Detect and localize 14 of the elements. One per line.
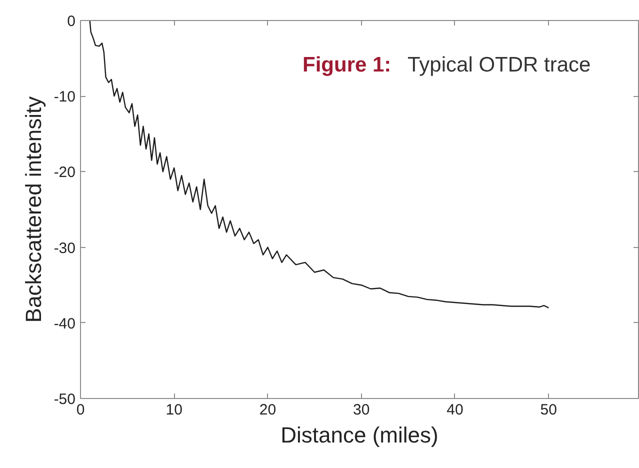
- y-tick-label: -30: [54, 240, 76, 257]
- y-tick-label: -20: [54, 164, 76, 182]
- y-tick-label: -40: [54, 315, 76, 332]
- y-axis-title: Backscattered intensity: [20, 96, 46, 323]
- x-axis-title: Distance (miles): [280, 422, 438, 448]
- y-tick-label: -50: [54, 391, 76, 408]
- y-tick-label: 0: [67, 13, 76, 30]
- x-tick-label: 20: [259, 402, 276, 418]
- x-tick-label: 50: [540, 402, 557, 418]
- x-tick-label: 40: [446, 402, 464, 418]
- x-tick-label: 30: [353, 402, 370, 418]
- text: Figure 1: Typical OTDR trace: [302, 54, 591, 76]
- y-tick-label: -10: [54, 88, 76, 106]
- x-tick-label: 10: [166, 402, 182, 418]
